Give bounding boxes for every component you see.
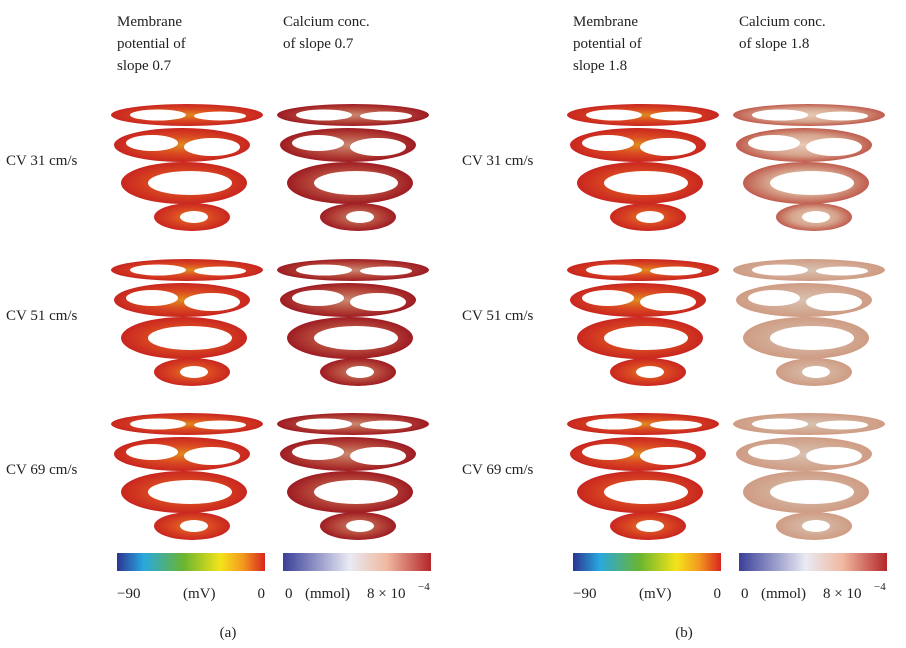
heart-slice xyxy=(577,162,703,204)
colorbar xyxy=(117,553,265,571)
heart-slice xyxy=(113,127,251,163)
heart-slice xyxy=(277,413,429,435)
heart-slice xyxy=(743,162,869,204)
colorbar-unit: (mV) xyxy=(639,586,672,602)
heart-slice xyxy=(121,162,247,204)
heart-slice xyxy=(577,471,703,513)
colorbar-max: 8 × 10 xyxy=(367,586,405,602)
heart-slice xyxy=(577,317,703,359)
column-title: slope 1.8 xyxy=(573,58,627,74)
heart-slice xyxy=(113,282,251,318)
column-title: Membrane xyxy=(117,14,182,30)
heart-slice xyxy=(320,358,396,386)
heart-slice xyxy=(736,128,872,162)
heart-slice xyxy=(121,317,247,359)
heart-slice xyxy=(610,203,686,231)
column-title: Membrane xyxy=(573,14,638,30)
heart-slice xyxy=(733,413,885,435)
colorbar-max-exponent: −4 xyxy=(874,581,886,593)
heart-slice xyxy=(570,437,706,471)
colorbar-max: 8 × 10 xyxy=(823,586,861,602)
heart-slice xyxy=(570,128,706,162)
heart-slice xyxy=(277,259,429,281)
heart-slice xyxy=(736,437,872,471)
column-title: Calcium conc. xyxy=(739,14,826,30)
row-label: CV 51 cm/s xyxy=(6,308,78,324)
heart-slice xyxy=(776,203,852,231)
heart-slice xyxy=(110,103,263,127)
panel-label: (b) xyxy=(675,625,693,641)
heart-slice xyxy=(776,512,852,540)
heart-slice xyxy=(154,203,230,231)
heart-slice xyxy=(280,437,416,471)
colorbar-min: 0 xyxy=(285,586,293,602)
column-title: slope 0.7 xyxy=(117,58,172,74)
colorbar-unit: (mV) xyxy=(183,586,216,602)
colorbar-max: 0 xyxy=(258,586,266,602)
heart-slice xyxy=(154,512,230,540)
heart-slice xyxy=(111,412,263,436)
panel-label: (a) xyxy=(220,625,237,641)
heart-slice xyxy=(736,283,872,317)
heart-slice xyxy=(280,128,416,162)
colorbar xyxy=(573,553,721,571)
heart-slice xyxy=(743,471,869,513)
colorbar-min: −90 xyxy=(117,586,140,602)
heart-slice xyxy=(570,283,706,317)
heart-slice xyxy=(287,317,413,359)
row-label: CV 31 cm/s xyxy=(6,153,78,169)
heart-slice xyxy=(280,283,416,317)
colorbar xyxy=(283,553,431,571)
colorbar-unit: (mmol) xyxy=(761,586,806,602)
heart-slice xyxy=(110,258,263,282)
column-title: potential of xyxy=(573,36,642,52)
colorbar-unit: (mmol) xyxy=(305,586,350,602)
row-label: CV 69 cm/s xyxy=(6,462,78,478)
colorbar-min: −90 xyxy=(573,586,596,602)
column-title: Calcium conc. xyxy=(283,14,370,30)
heart-slice xyxy=(776,358,852,386)
heart-slice xyxy=(154,358,230,386)
heart-slice xyxy=(567,104,719,126)
heart-slice xyxy=(567,413,719,435)
heart-slice xyxy=(277,104,429,126)
colorbar-max-exponent: −4 xyxy=(418,581,430,593)
row-label: CV 31 cm/s xyxy=(462,153,534,169)
column-title: of slope 0.7 xyxy=(283,36,354,52)
colorbar-max: 0 xyxy=(714,586,722,602)
heart-slice xyxy=(733,259,885,281)
column-title: potential of xyxy=(117,36,186,52)
heart-slice xyxy=(567,259,719,281)
heart-slice xyxy=(610,358,686,386)
heart-slice xyxy=(287,471,413,513)
colorbar-min: 0 xyxy=(741,586,749,602)
row-label: CV 69 cm/s xyxy=(462,462,534,478)
column-title: of slope 1.8 xyxy=(739,36,809,52)
row-label: CV 51 cm/s xyxy=(462,308,534,324)
heart-slice xyxy=(113,436,251,472)
heart-slice xyxy=(121,471,247,513)
heart-slice xyxy=(320,512,396,540)
heart-slice xyxy=(733,104,885,126)
heart-slice xyxy=(610,512,686,540)
colorbar xyxy=(739,553,887,571)
heart-slice xyxy=(743,317,869,359)
heart-slice xyxy=(320,203,396,231)
heart-slice xyxy=(287,162,413,204)
